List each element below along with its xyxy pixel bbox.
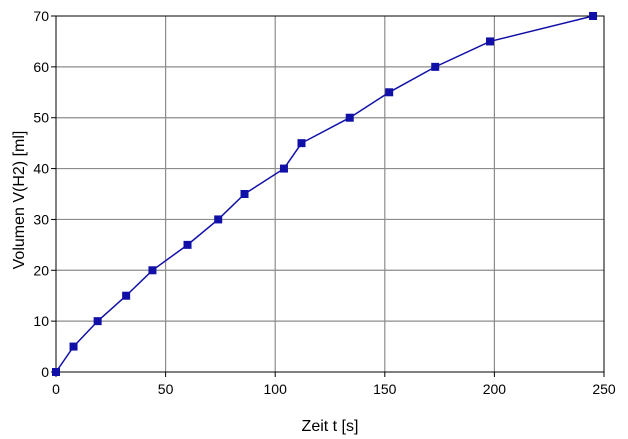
data-point	[183, 240, 192, 249]
x-tick-label: 250	[592, 381, 616, 397]
y-tick-label: 0	[41, 364, 49, 380]
data-point	[240, 190, 249, 198]
data-point	[385, 88, 394, 97]
data-point	[297, 139, 306, 148]
y-tick-label: 30	[33, 211, 49, 227]
data-point	[214, 215, 223, 224]
x-tick-label: 50	[158, 381, 174, 397]
x-tick-label: 0	[52, 381, 60, 397]
y-tick-label: 20	[33, 262, 49, 278]
series-layer	[52, 12, 598, 376]
data-point	[589, 12, 598, 20]
grid	[56, 16, 604, 372]
y-axis-ticks: 0 10 20 30 40 50 60 70	[33, 8, 56, 380]
plot-area	[56, 16, 604, 372]
y-tick-label: 50	[33, 110, 49, 126]
y-tick-label: 70	[33, 8, 49, 24]
data-point	[345, 113, 354, 122]
data-point	[52, 368, 60, 376]
y-axis-title: Volumen V(H2) [ml]	[11, 131, 28, 270]
x-tick-label: 100	[264, 381, 288, 397]
data-point	[69, 342, 78, 351]
y-tick-label: 10	[33, 313, 49, 329]
x-tick-label: 200	[483, 381, 507, 397]
y-tick-label: 60	[33, 59, 49, 75]
y-tick-label: 40	[33, 161, 49, 177]
data-point	[122, 291, 131, 300]
plot-frame	[55, 15, 605, 373]
x-axis-title: Zeit t [s]	[302, 418, 359, 435]
data-point	[93, 317, 102, 326]
data-point	[486, 37, 495, 46]
data-point	[279, 164, 288, 173]
data-point	[431, 62, 440, 71]
data-point	[148, 266, 157, 275]
x-tick-label: 150	[373, 381, 397, 397]
x-axis-ticks: 0 50 100 150 200 250	[52, 372, 616, 397]
